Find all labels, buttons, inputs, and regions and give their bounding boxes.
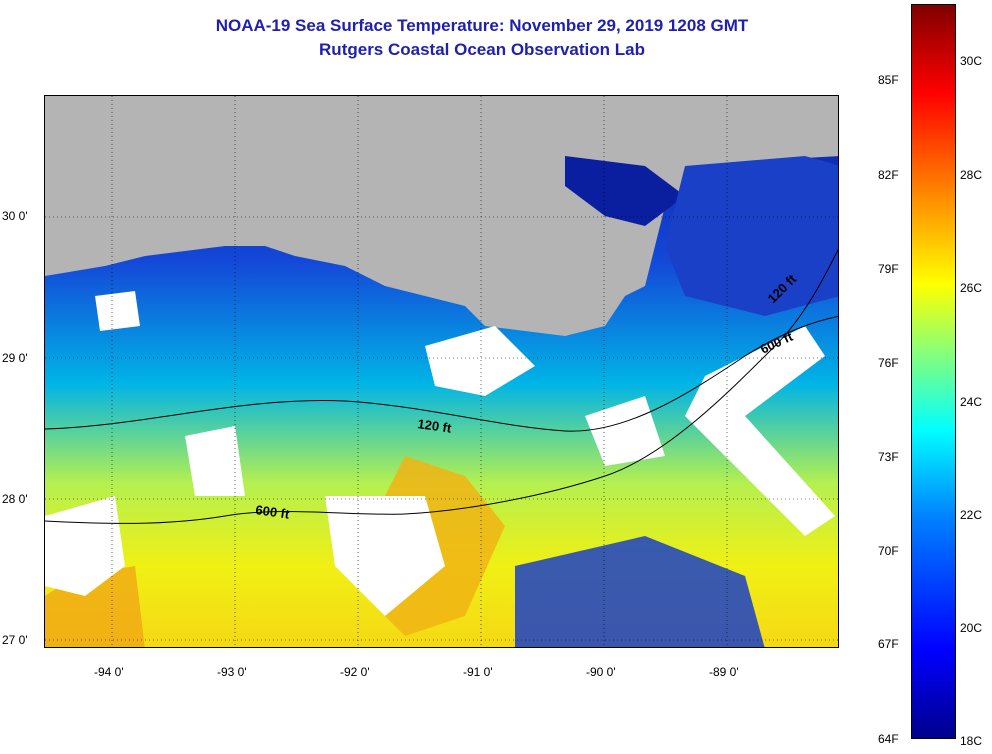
color-scale-svg	[912, 5, 955, 738]
isobath-label-120: 120 ft	[417, 416, 453, 436]
scale-tick-76f: 76F	[878, 356, 899, 370]
scale-tick-28c: 28C	[960, 168, 983, 182]
scale-tick-73f: 73F	[878, 450, 899, 464]
scale-tick-82f: 82F	[878, 168, 899, 182]
cold-band	[515, 536, 765, 647]
title-line-1: NOAA-19 Sea Surface Temperature: Novembe…	[215, 16, 749, 35]
lon-label-93: -93 0'	[217, 665, 247, 679]
cloud-patch-west	[45, 496, 125, 596]
title-line-2: Rutgers Coastal Ocean Observation Lab	[319, 40, 645, 59]
scale-tick-67f: 67F	[878, 637, 899, 651]
lat-label-29: 29 0'	[2, 351, 28, 365]
scale-tick-20c: 20C	[960, 621, 983, 635]
isobath-600-line	[45, 248, 838, 524]
cloud-patch	[425, 326, 535, 396]
sst-map[interactable]: 120 ft 600 ft 600 ft 120 ft	[44, 95, 839, 648]
lon-label-89: -89 0'	[709, 665, 739, 679]
coastal-water-east	[665, 156, 838, 316]
lon-label-92: -92 0'	[340, 665, 370, 679]
coastal-water	[565, 156, 685, 226]
scale-tick-85f: 85F	[878, 73, 899, 87]
scale-tick-70f: 70F	[878, 544, 899, 558]
cloud-patch-east	[685, 326, 835, 536]
cloud-patch-se	[585, 396, 665, 466]
isobath-120-line	[45, 315, 838, 432]
lon-label-90: -90 0'	[586, 665, 616, 679]
scale-tick-24c: 24C	[960, 395, 983, 409]
cloud-patch-nw	[95, 291, 140, 331]
lat-label-28: 28 0'	[2, 492, 28, 506]
lat-label-27: 27 0'	[2, 633, 28, 647]
scale-tick-30c: 30C	[960, 54, 983, 68]
scale-tick-18c: 18C	[960, 734, 983, 748]
scale-tick-79f: 79F	[878, 262, 899, 276]
isobath-label-600-a: 600 ft	[255, 502, 291, 522]
land-mass	[45, 96, 838, 336]
color-scale-bar	[911, 4, 956, 739]
scale-tick-26c: 26C	[960, 281, 983, 295]
scale-tick-22c: 22C	[960, 508, 983, 522]
lon-label-91: -91 0'	[463, 665, 493, 679]
scale-tick-64f: 64F	[878, 732, 899, 746]
cloud-patch-center	[325, 496, 445, 616]
color-scale-gradient	[912, 5, 955, 738]
sst-map-svg: 120 ft 600 ft 600 ft 120 ft	[45, 96, 838, 647]
graticule	[45, 96, 838, 647]
cloud-patch-sw	[185, 426, 245, 496]
lat-label-30: 30 0'	[2, 209, 28, 223]
lon-label-94: -94 0'	[94, 665, 124, 679]
